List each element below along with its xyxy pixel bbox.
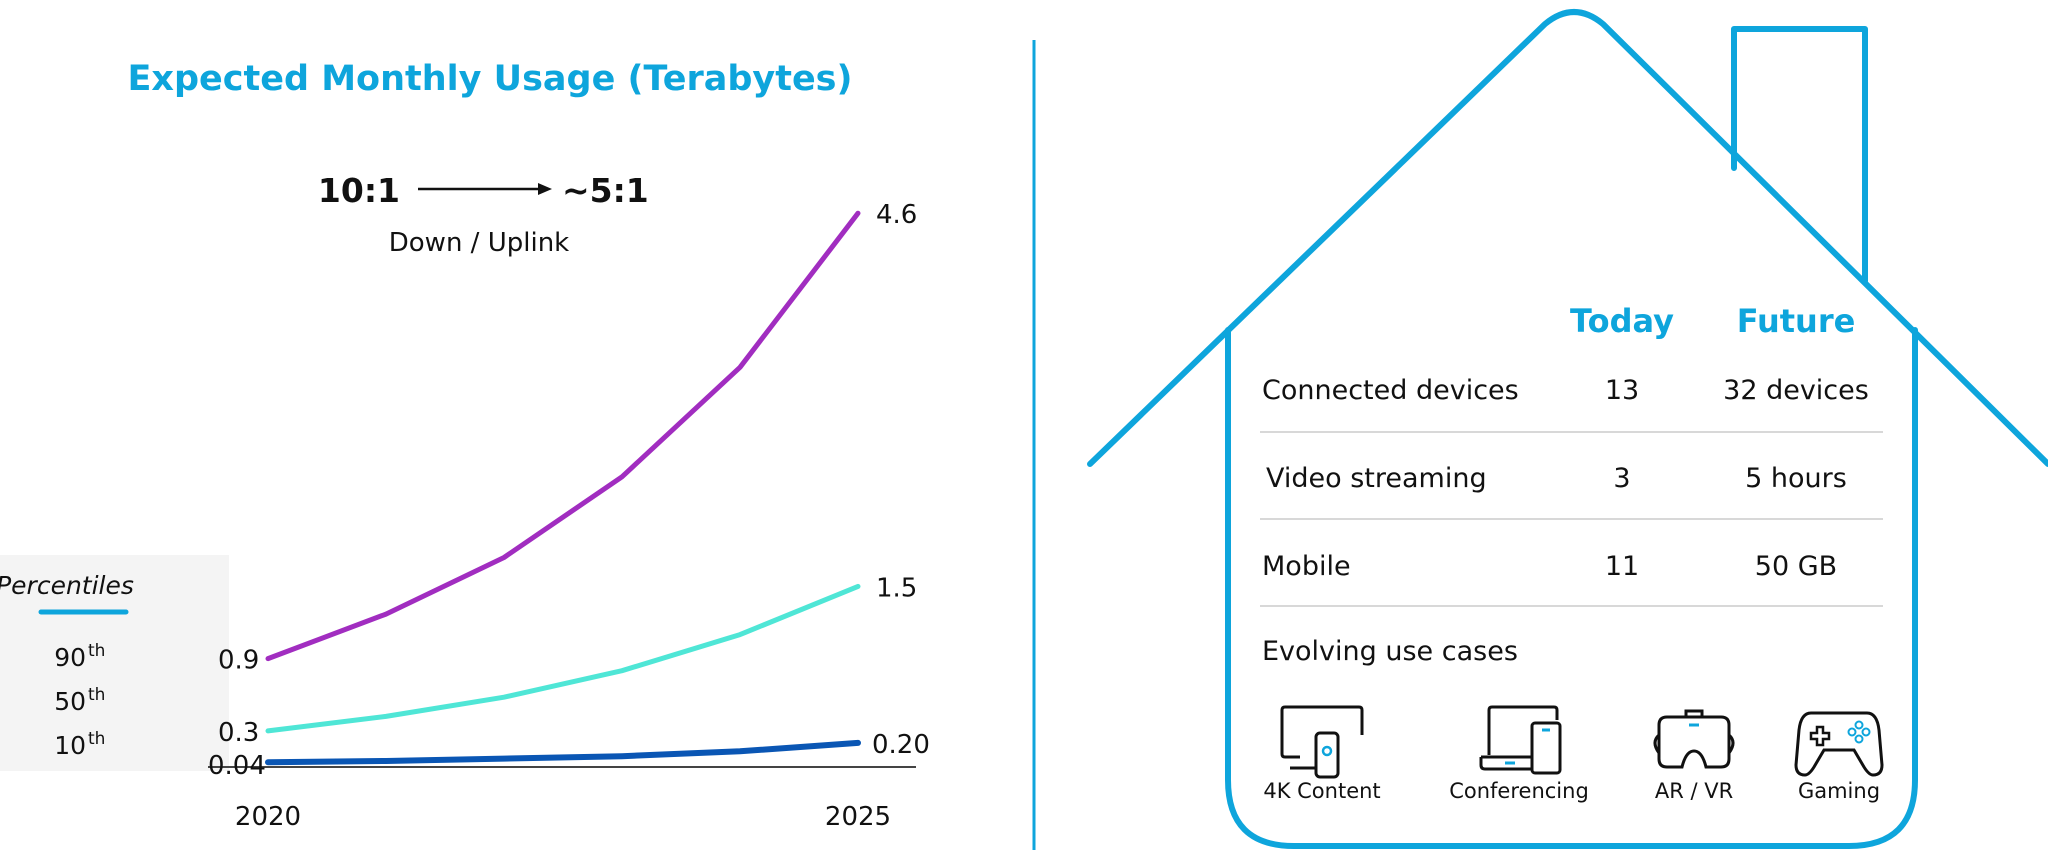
start-label: 0.9 xyxy=(218,646,259,676)
end-label: 1.5 xyxy=(876,573,917,603)
vr-headset-icon xyxy=(1653,709,1735,769)
start-label: 0.3 xyxy=(218,718,259,748)
series-line-10th xyxy=(265,739,861,766)
row-future: 5 hours xyxy=(1745,463,1847,494)
legend-background xyxy=(0,555,229,771)
gamepad-icon xyxy=(1794,711,1884,777)
chart-title: Expected Monthly Usage (Terabytes) xyxy=(127,59,852,99)
ratio-from: 10:1 xyxy=(318,171,400,210)
series-line-50th xyxy=(265,583,861,734)
use-case-label: Gaming xyxy=(1798,779,1880,803)
row-future: 50 GB xyxy=(1755,551,1837,582)
legend-item-suffix: th xyxy=(88,729,105,749)
row-future: 32 devices xyxy=(1723,375,1869,406)
legend-item-suffix: th xyxy=(88,685,105,705)
tv-remote-icon xyxy=(1280,705,1364,779)
row-label: Video streaming xyxy=(1266,463,1487,494)
row-label: Connected devices xyxy=(1262,375,1519,406)
header-today: Today xyxy=(1570,302,1674,340)
use-case-label: Conferencing xyxy=(1449,779,1589,803)
row-label: Mobile xyxy=(1262,551,1351,582)
use-cases-title: Evolving use cases xyxy=(1262,636,1518,667)
row-today: 11 xyxy=(1605,551,1639,582)
row-today: 3 xyxy=(1613,463,1630,494)
end-label: 0.20 xyxy=(872,730,930,760)
legend-title: Percentiles xyxy=(0,571,134,600)
end-label: 4.6 xyxy=(876,200,917,230)
use-case-label: 4K Content xyxy=(1263,779,1380,803)
legend-item-suffix: th xyxy=(88,641,105,661)
legend-item: 10 xyxy=(54,731,86,760)
start-label: 0.04 xyxy=(208,751,266,781)
x-tick-2025: 2025 xyxy=(825,802,891,832)
series-line-90th xyxy=(265,210,861,662)
header-future: Future xyxy=(1737,302,1856,340)
ratio-caption: Down / Uplink xyxy=(389,228,569,258)
laptop-phone-icon xyxy=(1479,705,1562,775)
legend-item: 50 xyxy=(54,687,86,716)
legend-item: 90 xyxy=(54,643,86,672)
x-tick-2020: 2020 xyxy=(235,802,301,832)
house-outline xyxy=(1087,9,2048,849)
arrow-head-icon xyxy=(538,183,552,195)
ratio-to: ~5:1 xyxy=(562,171,649,210)
row-today: 13 xyxy=(1605,375,1639,406)
use-case-label: AR / VR xyxy=(1655,779,1733,803)
